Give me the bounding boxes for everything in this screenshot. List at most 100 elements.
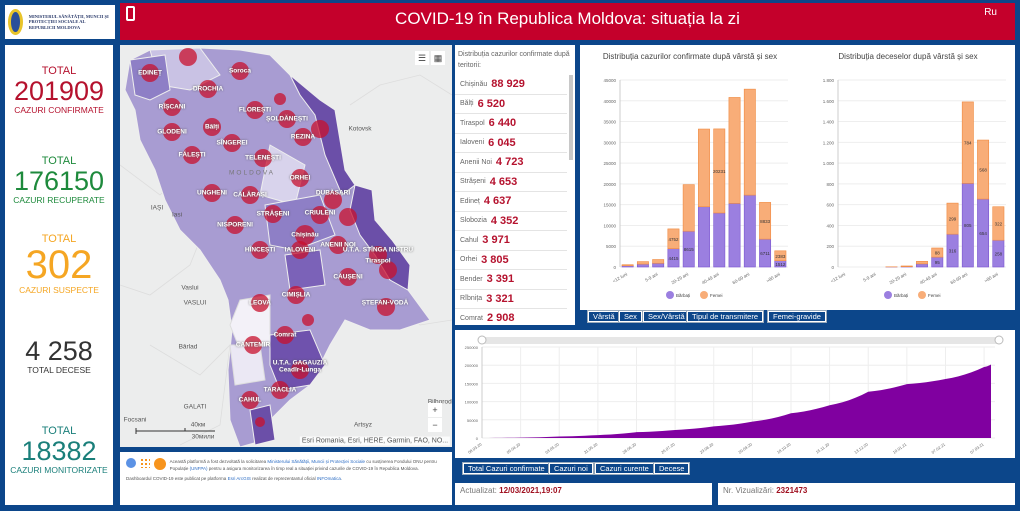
y-tick-label: 5000 [606,244,617,249]
bar-barbati [743,194,756,268]
zoom-in-button[interactable]: + [428,403,442,417]
bar-femei [698,128,710,208]
place-label: VASLUI [183,299,207,307]
district-label: REZINA [290,133,316,141]
unfpa-link[interactable]: (UNFPA) [189,466,208,471]
tab-femei-gravide[interactable]: Femei-gravide [767,310,827,323]
territory-item[interactable]: Edineț 4 637 [455,192,567,212]
bar-femei [682,184,695,232]
x-tick-label: 03.05.20 [544,441,560,454]
legend-icon[interactable]: ☰ [415,51,429,65]
territory-item[interactable]: Rîbnița 3 321 [455,290,567,309]
district-label: GLODENI [157,128,187,136]
bar-barbati [713,212,726,268]
territory-item[interactable]: Comrat 2 908 [455,309,567,325]
y-tick-label: 150000 [465,381,479,386]
tab-cazuri-curente[interactable]: Cazuri curente [594,462,655,475]
tab-cazuri-noi[interactable]: Cazuri noi [548,462,594,475]
page-title: COVID-19 în Republica Moldova: situația … [395,9,740,28]
bar-label: 784 [964,141,972,146]
bar-femei [621,264,634,267]
tab-total-cazuri-confirmate[interactable]: Total Cazuri confirmate [462,462,551,475]
bar-femei [759,202,772,240]
district-label: Chișinău [291,231,319,239]
stat-4: TOTAL 18382 CAZURI MONITORIZATE [5,425,113,475]
bar-femei [728,97,741,204]
territory-item[interactable]: Tiraspol 6 440 [455,114,567,134]
district-label: ORHEI [289,174,311,182]
y-tick-label: 1.800 [823,78,835,83]
district-label: CĂLĂRAȘI [233,191,267,199]
territory-item[interactable]: Slobozia 4 352 [455,212,567,231]
place-label: Kotovsk [348,125,372,133]
stat-2: TOTAL 302 CAZURI SUSPECTE [5,233,113,295]
territory-item[interactable]: Bălți 6 520 [455,95,567,114]
bar-femei [916,260,928,265]
territory-list[interactable]: Distribuția cazurilor confirmate după te… [455,45,575,325]
tab-tipul-de-transmitere[interactable]: Tipul de transmitere [686,310,764,323]
territory-item[interactable]: Orhei 3 805 [455,251,567,270]
district-label: Bălți [204,123,220,131]
y-tick-label: 800 [826,182,834,187]
territory-item[interactable]: Ialoveni 6 045 [455,134,567,153]
bar-label: 8833 [760,219,771,224]
territory-item[interactable]: Chișinău 88 929 [455,75,567,95]
district-label: CANTEMIR [235,341,271,349]
y-tick-label: 15000 [603,203,616,208]
district-label: Comrat [273,331,297,339]
district-label: EDINEȚ [138,69,162,77]
infomatica-link[interactable]: INFOmatica [316,476,341,481]
y-tick-label: 20000 [603,182,616,187]
scale-bar [135,428,215,434]
mobile-phone-icon[interactable] [126,6,135,21]
territory-item[interactable]: Bender 3 391 [455,270,567,290]
views-value: 2321473 [776,486,808,495]
scale-km: 40км [190,421,206,429]
district-label: Tiraspol [365,257,391,265]
esri-link[interactable]: Esri ArcGIS [227,476,251,481]
footer-text: cu susținerea Fondului ONU pentru Popula… [169,459,437,471]
bar-label: 2383 [775,254,786,259]
range-slider-handle-left[interactable] [477,335,487,345]
district-label: LEOVA [249,299,271,307]
tab-sex[interactable]: Sex [618,310,643,323]
legend-swatch [666,291,674,299]
territory-item[interactable]: Strășeni 4 653 [455,173,567,192]
territory-value: 4 637 [483,195,512,208]
y-tick-label: 600 [826,203,834,208]
bar-femei [900,265,913,267]
y-tick-label: 1.600 [823,99,835,104]
place-label: Focsani [123,416,147,424]
tab-v-rst-[interactable]: Vârstă [587,310,621,323]
language-switch-ru[interactable]: Ru [984,7,997,18]
tab-sex-v-rst-[interactable]: Sex/Vârstă [642,310,691,323]
bar-label: 568 [979,168,987,173]
bar-femei [636,261,649,265]
place-label: GALATI [183,403,207,411]
territory-item[interactable]: Cahul 3 971 [455,231,567,251]
zoom-out-button[interactable]: − [428,418,442,432]
stat-label: TOTAL [41,425,77,437]
bar-label: 322 [995,221,1003,226]
ministry-link[interactable]: Ministerului Sănătății, Muncii și Protec… [267,459,365,464]
header: COVID-19 în Republica Moldova: situația … [120,3,1015,40]
map[interactable]: EDINEȚ DROCHIA Soroca RÎȘCANI FLOREȘTI ȘOLDĂN… [120,45,452,447]
y-tick-label: 10000 [603,223,616,228]
x-tick-label: <12 luni [612,272,628,284]
range-slider-track[interactable] [482,337,1001,344]
territory-value: 3 321 [486,292,514,305]
territory-value: 3 391 [486,273,515,286]
place-label: MOLDOVA [228,169,276,177]
map-attribution: Esri Romania, Esri, HERE, Garmin, FAO, N… [299,436,451,446]
bar-charts-svg: Distribuția cazurilor confirmate după vâ… [603,52,1006,299]
x-tick-label: 08.03.20 [467,441,483,454]
territory-value: 88 929 [491,78,525,91]
basemap-gallery-icon[interactable]: ▦ [431,51,445,65]
updated-value: 12/03/2021,19:07 [499,486,562,495]
scrollbar[interactable] [569,75,573,160]
stats-panel: TOTAL 201909 CAZURI CONFIRMATE TOTAL 176150 C… [5,45,113,505]
range-slider-handle-right[interactable] [994,335,1004,345]
territory-item[interactable]: Anenii Noi 4 723 [455,153,567,173]
bar-barbati [652,262,665,268]
tab-decese[interactable]: Decese [653,462,691,475]
